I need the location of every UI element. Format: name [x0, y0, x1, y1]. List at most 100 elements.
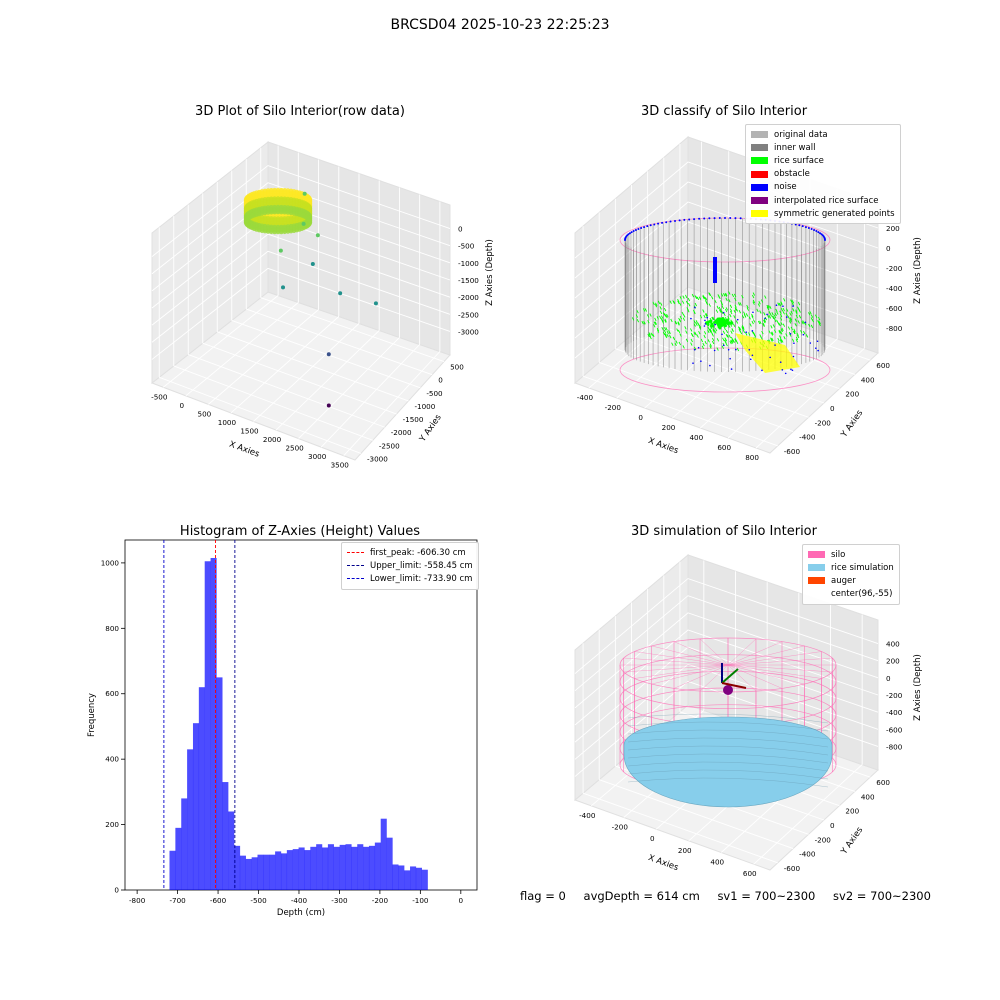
p4-silo-wire: [673, 641, 729, 666]
p2-rice-surface-point: [793, 330, 796, 334]
p3-bars: [169, 557, 428, 890]
p2-rice-surface-point: [791, 338, 795, 343]
legend-label: rice simulation: [831, 562, 894, 573]
p2-rice-surface-point: [763, 318, 766, 323]
p2-rice-surface-point: [716, 305, 719, 310]
p2-rice-surface-point: [698, 296, 702, 300]
p2-rice-surface-point: [752, 299, 756, 304]
p2-rice-surface-point: [635, 314, 639, 318]
p2-rice-surface-point: [724, 339, 727, 344]
p2-noise-point: [657, 222, 660, 225]
p2-rice-surface-point: [771, 331, 774, 335]
p3-histogram-bar: [404, 870, 411, 890]
p2-rice-surface-point: [800, 330, 803, 334]
p2-rice-surface-point: [720, 323, 724, 327]
p4-ztick-label: 400: [886, 640, 900, 649]
p2-rice-surface-point: [803, 330, 806, 335]
legend-label: center(96,-55): [831, 589, 893, 600]
p2-rice-surface-point: [703, 334, 706, 339]
p2-rice-surface-point: [794, 318, 797, 322]
p2-rice-surface-point: [693, 310, 696, 315]
p2-rice-surface-point: [735, 308, 739, 312]
p2-rice-surface-point: [752, 292, 756, 296]
p2-rice-surface-point: [787, 315, 790, 320]
p2-rice-surface-point: [673, 300, 676, 305]
p2-rice-surface-point: [724, 308, 728, 313]
p3-histogram-bar: [357, 844, 364, 890]
p1-ztick-label: 0: [458, 225, 463, 234]
p2-rice-surface-point: [695, 322, 698, 326]
p1-ygrid-line: [159, 376, 362, 454]
status-bar: flag = 0 avgDepth = 614 cm sv1 = 700~230…: [520, 889, 931, 903]
p2-noise-point: [815, 347, 817, 350]
p2-rice-surface-point: [733, 293, 737, 298]
p2-noise-point: [700, 360, 702, 363]
p2-rice-surface-point: [726, 322, 730, 326]
p2-rice-surface-point: [758, 301, 761, 305]
p3-xtick-label: -200: [372, 896, 389, 905]
p1-surface-point: [282, 210, 287, 215]
p3-xtick-label: -300: [331, 896, 348, 905]
p2-rice-surface-point: [746, 304, 749, 309]
p2-rice-surface-point: [659, 310, 663, 315]
p1-xgrid-line: [230, 316, 340, 414]
p3-histogram-bar: [380, 818, 387, 890]
p1-xgrid-line: [275, 330, 380, 431]
p2-rice-surface-point: [764, 295, 767, 299]
p2-rice-surface-point: [779, 335, 782, 339]
p2-rice-surface-point: [717, 325, 721, 329]
p4-silo-wire: [651, 645, 729, 666]
p2-rice-surface-point: [663, 327, 667, 331]
p1-outlier-point: [278, 248, 283, 253]
p2-rice-surface-point: [662, 312, 666, 316]
p2-rice-surface-point: [742, 329, 746, 333]
p2-rice-surface-point: [777, 337, 780, 342]
p4-zgrid-line: [574, 595, 879, 692]
p2-ztick-label: -200: [886, 264, 903, 273]
legend-label: silo: [831, 549, 846, 560]
p4-ztick-label: -200: [886, 691, 903, 700]
panel2-legend-item: rice surface: [751, 154, 895, 167]
p2-rice-surface-point: [734, 307, 737, 311]
p2-rice-surface-point: [721, 305, 725, 310]
p2-rice-surface-point: [631, 317, 635, 321]
p1-ztick-label: -2000: [458, 293, 479, 302]
p2-rice-surface-point: [780, 331, 783, 335]
p2-noise-point: [630, 231, 633, 234]
p2-rice-surface-point: [646, 314, 650, 318]
p2-noise-point: [793, 342, 795, 345]
p1-ygrid-line: [202, 342, 397, 415]
p2-noise-point: [809, 342, 812, 344]
p4-xaxis-label: X Axies: [647, 853, 680, 873]
p2-rice-surface-point: [786, 308, 789, 312]
p4-silo-wire: [727, 645, 805, 666]
p2-rice-surface-point: [734, 304, 737, 308]
p1-xgrid-line: [343, 351, 441, 457]
p2-rice-surface-point: [661, 326, 664, 331]
p2-noise-point: [736, 318, 739, 321]
panel3-legend-item: Upper_limit: -558.45 cm: [347, 559, 473, 572]
p2-noise-point: [810, 228, 813, 230]
p4-ztick-label: 200: [886, 657, 900, 666]
p1-ytick-label: -1000: [414, 402, 435, 411]
p2-rice-surface-point: [657, 300, 661, 305]
p2-rice-surface-point: [722, 337, 725, 342]
p4-silo-wire: [623, 664, 729, 673]
p2-rice-surface-point: [721, 302, 724, 306]
p2-rice-surface-point: [768, 330, 771, 334]
p2-rice-surface-point: [702, 342, 705, 347]
p2-noise-point: [640, 227, 643, 230]
p4-surface-mesh-line: [627, 713, 829, 724]
p3-histogram-bar: [187, 749, 194, 890]
p2-rice-surface-point: [714, 299, 717, 304]
p2-rice-surface-point: [664, 319, 667, 324]
p1-ygrid-line: [173, 365, 373, 441]
p2-rice-surface-point: [728, 299, 731, 303]
legend-swatch: [808, 591, 825, 598]
p1-xtick-label: -500: [151, 392, 168, 401]
p2-rice-surface-point: [718, 309, 722, 313]
p3-histogram-bar: [410, 866, 417, 890]
p2-rice-surface-point: [650, 332, 653, 336]
p2-rice-surface-point: [790, 326, 793, 331]
p2-rice-surface-point: [647, 333, 650, 338]
